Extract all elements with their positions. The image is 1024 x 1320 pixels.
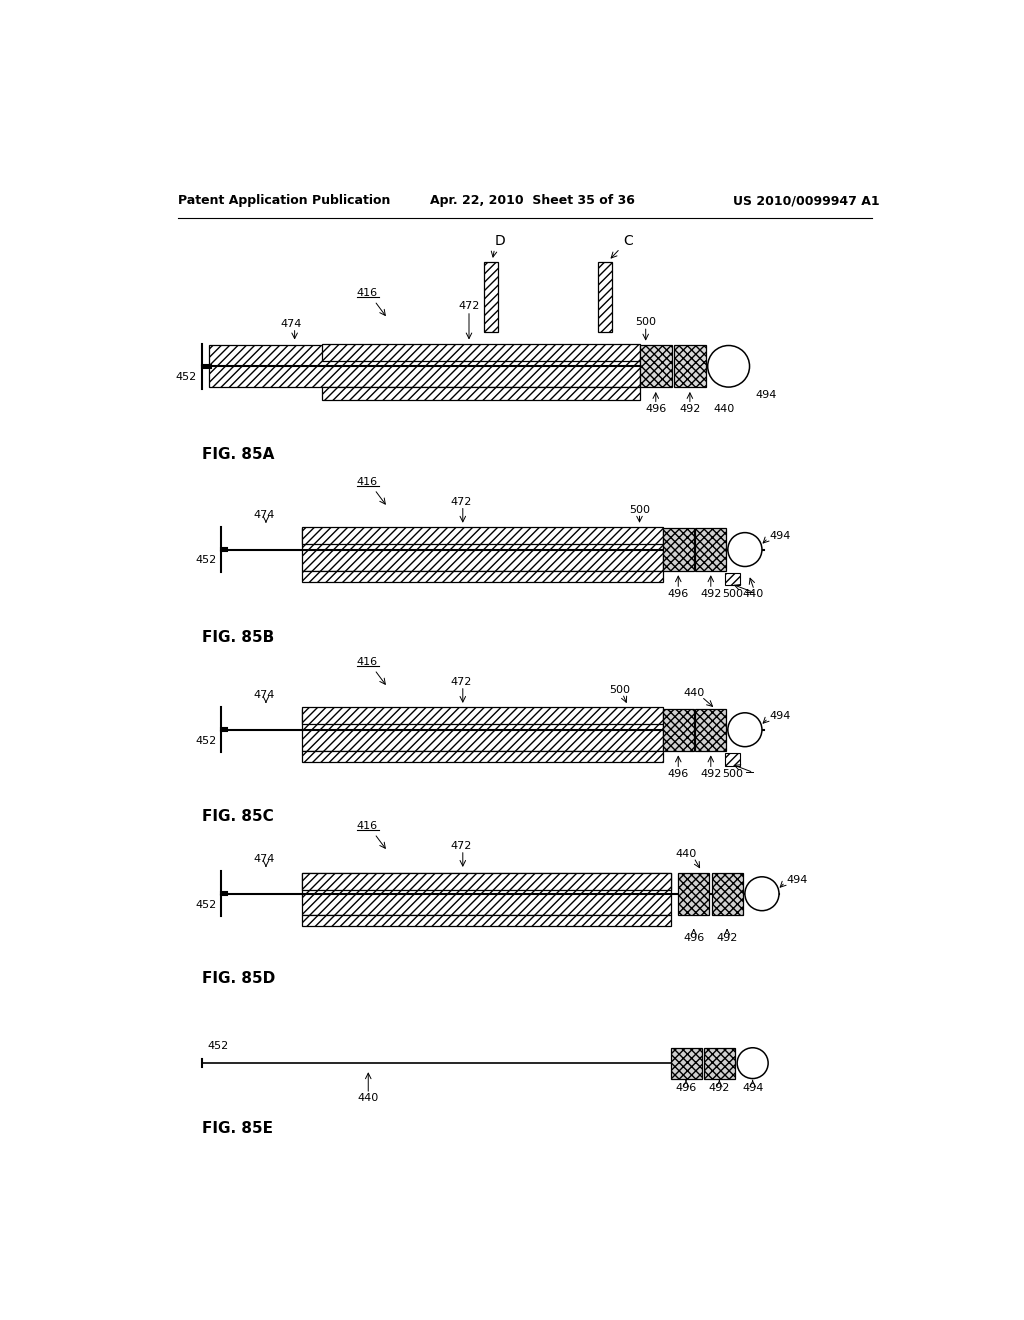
Text: 494: 494 [786, 875, 808, 884]
Text: 472: 472 [451, 496, 472, 507]
Text: 492: 492 [717, 933, 737, 942]
Bar [640, 345, 672, 388]
Text: 452: 452 [176, 372, 197, 381]
Bar [302, 873, 671, 890]
Bar [209, 345, 640, 388]
Text: 500: 500 [609, 685, 631, 694]
Text: 492: 492 [700, 589, 722, 599]
Text: 452: 452 [196, 735, 216, 746]
Bar [302, 570, 663, 582]
Text: 440: 440 [357, 1093, 379, 1102]
Bar [302, 708, 663, 725]
Bar [302, 873, 671, 915]
Bar [695, 528, 726, 570]
Text: 416: 416 [356, 477, 377, 487]
Text: 496: 496 [645, 404, 667, 414]
Text: Apr. 22, 2010  Sheet 35 of 36: Apr. 22, 2010 Sheet 35 of 36 [430, 194, 635, 207]
Text: 494: 494 [770, 711, 792, 721]
Text: 492: 492 [709, 1082, 730, 1093]
Text: 452: 452 [208, 1041, 229, 1051]
Text: FIG. 85A: FIG. 85A [202, 447, 274, 462]
Text: C: C [623, 234, 633, 248]
Text: 416: 416 [356, 288, 377, 298]
Bar [671, 1048, 701, 1078]
Text: D: D [495, 234, 506, 248]
Bar [712, 873, 742, 915]
Text: 500: 500 [722, 589, 743, 599]
Bar [483, 263, 498, 331]
Text: 496: 496 [676, 1082, 696, 1093]
Text: FIG. 85E: FIG. 85E [202, 1121, 272, 1137]
Text: 474: 474 [253, 690, 274, 700]
Text: 496: 496 [668, 770, 689, 779]
Bar [302, 527, 663, 544]
Bar [674, 345, 707, 388]
Text: 452: 452 [196, 899, 216, 909]
Text: 472: 472 [459, 301, 479, 312]
Text: 496: 496 [683, 933, 705, 942]
Text: 500: 500 [722, 770, 743, 779]
Text: 494: 494 [770, 531, 792, 541]
Text: 440: 440 [742, 589, 763, 599]
Text: 472: 472 [451, 677, 472, 686]
Text: 492: 492 [679, 404, 700, 414]
Text: 494: 494 [742, 1082, 763, 1093]
Bar [322, 388, 640, 400]
Bar [302, 751, 663, 762]
Text: 452: 452 [196, 556, 216, 565]
Bar [598, 263, 611, 331]
Text: 500: 500 [629, 504, 650, 515]
Bar [302, 915, 671, 925]
Text: 472: 472 [451, 841, 472, 851]
Text: 416: 416 [356, 821, 377, 832]
Bar [322, 345, 640, 360]
Text: FIG. 85B: FIG. 85B [202, 630, 273, 645]
Bar [302, 528, 663, 570]
Bar [663, 709, 693, 751]
Text: 474: 474 [253, 854, 274, 865]
Text: 440: 440 [683, 688, 705, 698]
Bar [725, 573, 740, 585]
Text: 492: 492 [700, 770, 722, 779]
Text: 494: 494 [756, 391, 777, 400]
Bar [678, 873, 710, 915]
Circle shape [708, 346, 750, 387]
Text: 474: 474 [280, 319, 301, 329]
Text: FIG. 85C: FIG. 85C [202, 809, 273, 824]
Bar [725, 754, 740, 766]
Bar [663, 528, 693, 570]
Circle shape [728, 713, 762, 747]
Text: 440: 440 [676, 849, 696, 859]
Circle shape [728, 533, 762, 566]
Circle shape [744, 876, 779, 911]
Text: US 2010/0099947 A1: US 2010/0099947 A1 [733, 194, 880, 207]
Text: Patent Application Publication: Patent Application Publication [178, 194, 391, 207]
Bar [302, 709, 663, 751]
Text: 416: 416 [356, 657, 377, 667]
Text: 496: 496 [668, 589, 689, 599]
Circle shape [737, 1048, 768, 1078]
Text: 500: 500 [635, 317, 656, 326]
Text: FIG. 85D: FIG. 85D [202, 972, 274, 986]
Bar [695, 709, 726, 751]
Text: 440: 440 [714, 404, 734, 414]
Text: 474: 474 [253, 510, 274, 520]
Bar [703, 1048, 735, 1078]
